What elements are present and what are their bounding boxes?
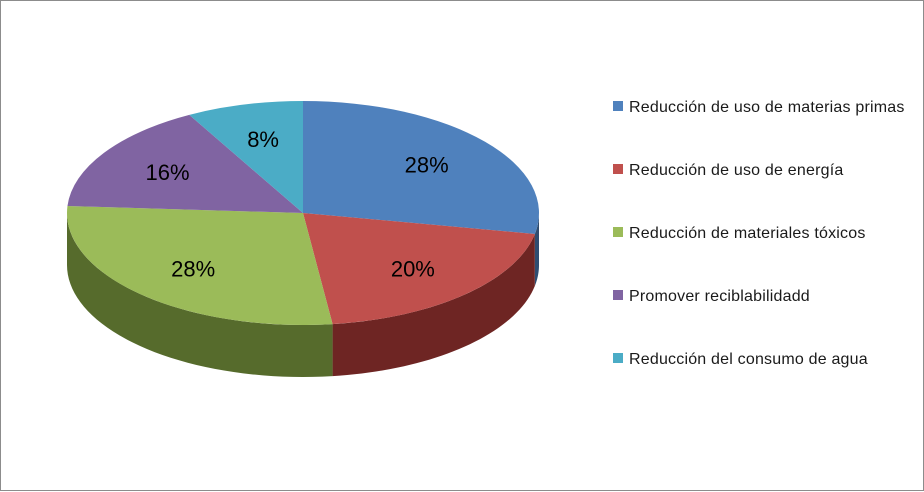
pie-slice (67, 114, 303, 213)
pie-percent-label: 16% (145, 160, 189, 185)
legend-label: Reducción de uso de energía (629, 162, 844, 179)
legend-swatch (613, 101, 623, 111)
pie-side-wall (534, 213, 539, 286)
legend-label: Reducción de uso de materias primas (629, 99, 905, 116)
pie-side-wall (67, 213, 333, 377)
pie-slice (303, 213, 535, 325)
pie-slice (66, 205, 333, 325)
pie-percent-label: 20% (391, 257, 435, 282)
pie-sides (67, 213, 539, 377)
pie-percent-label: 28% (405, 152, 449, 177)
legend-swatch (613, 227, 623, 237)
pie-slice (303, 101, 539, 234)
legend-label: Reducción del consumo de agua (629, 351, 868, 368)
legend-swatch (613, 290, 623, 300)
legend-swatch (613, 353, 623, 363)
pie-percent-label: 8% (247, 127, 279, 152)
legend-swatch (613, 164, 623, 174)
pie-slices (66, 101, 539, 325)
pie-percent-label: 28% (171, 257, 215, 282)
pie-slice (189, 101, 303, 213)
pie-side-wall (332, 233, 535, 377)
pie-labels: 28% 20% 28% 16% 8% (145, 127, 448, 281)
legend-label: Reducción de materiales tóxicos (629, 225, 866, 242)
legend-label: Promover reciblabilidadd (629, 288, 810, 305)
